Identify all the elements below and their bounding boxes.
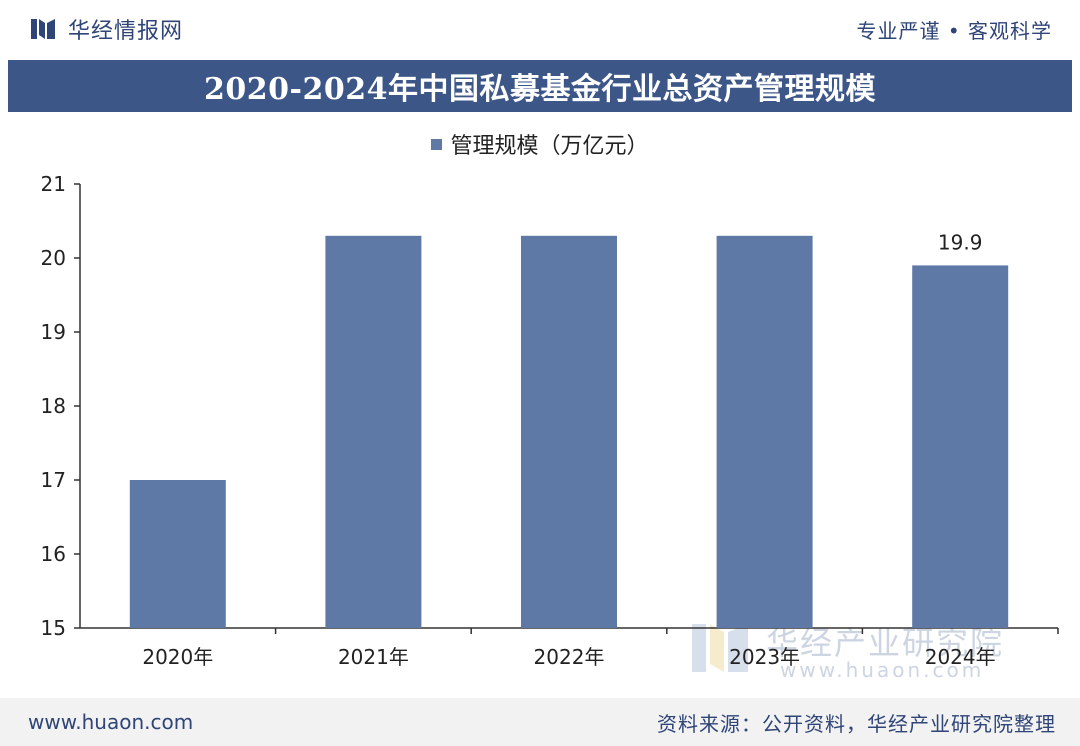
bar: [325, 235, 422, 629]
bar: [716, 235, 813, 629]
y-tick-label: 18: [41, 394, 66, 418]
watermark-name: 华经产业研究院: [766, 624, 1005, 662]
y-tick-label: 17: [41, 468, 66, 492]
chart-title: 2020-2024年中国私募基金行业总资产管理规模: [204, 72, 876, 107]
brand-name: 华经情报网: [68, 19, 184, 44]
bar: [129, 480, 226, 628]
x-tick-label: 2020年: [142, 645, 213, 669]
x-tick-label: 2023年: [729, 645, 800, 669]
watermark-logo-icon: [692, 624, 748, 672]
y-tick-label: 16: [41, 542, 66, 566]
footer: www.huaon.com 资料来源：公开资料，华经产业研究院整理: [0, 698, 1080, 746]
watermark-site: www.huaon.com: [780, 658, 985, 682]
bar: [912, 265, 1009, 628]
footer-site-link[interactable]: www.huaon.com: [28, 710, 194, 734]
y-tick-label: 21: [41, 172, 66, 196]
legend-swatch: [431, 138, 443, 150]
x-tick-label: 2022年: [534, 645, 605, 669]
x-tick-label: 2024年: [925, 645, 996, 669]
brand-logo-icon: [31, 19, 55, 39]
header: 华经情报网 专业严谨 • 客观科学: [0, 0, 1080, 58]
chart-legend: 管理规模（万亿元）: [0, 128, 1080, 160]
title-bar: 2020-2024年中国私募基金行业总资产管理规模: [8, 60, 1072, 112]
bar: [521, 235, 617, 629]
y-tick-label: 19: [41, 320, 66, 344]
x-tick-label: 2021年: [338, 645, 409, 669]
brand[interactable]: 华经情报网: [30, 13, 183, 45]
slogan: 专业严谨 • 客观科学: [856, 18, 1052, 43]
data-label: 19.9: [938, 230, 983, 254]
watermark: 华经产业研究院 www.huaon.com: [690, 618, 1030, 688]
bar-chart: 15 16 17 18 19 20 21 2020年 2021年 2022年 2023年 2024年 1…: [41, 172, 1059, 669]
footer-source: 资料来源：公开资料，华经产业研究院整理: [657, 711, 1056, 736]
y-tick-label: 15: [41, 616, 66, 640]
legend-label: 管理规模（万亿元）: [450, 134, 649, 159]
y-tick-label: 20: [41, 246, 66, 270]
